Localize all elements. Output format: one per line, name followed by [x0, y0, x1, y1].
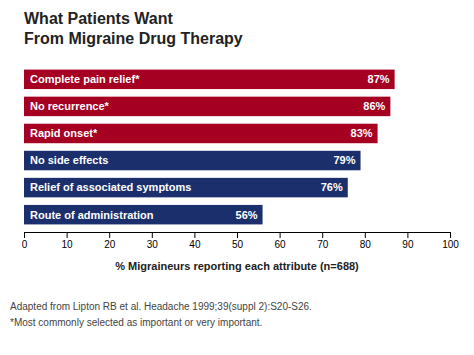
bar	[24, 151, 361, 170]
chart: What Patients Want From Migraine Drug The…	[0, 0, 474, 355]
x-tick-mark	[322, 232, 323, 238]
x-axis-line	[25, 233, 451, 239]
x-tick-label: 60	[275, 239, 287, 250]
x-tick-label: 90	[402, 239, 414, 250]
category-label: Complete pain relief*	[30, 73, 140, 85]
x-tick: 20	[104, 232, 116, 250]
title: What Patients Want	[24, 10, 173, 27]
x-axis-title: % Migraineurs reporting each attribute (…	[115, 260, 359, 272]
x-tick-mark	[67, 232, 68, 238]
data-label: 83%	[351, 127, 373, 139]
x-tick: 60	[275, 232, 287, 250]
category-label: Route of administration	[30, 209, 154, 221]
footnote: Adapted from Lipton RB et al. Headache 1…	[10, 301, 312, 312]
x-tick: 10	[62, 232, 74, 250]
x-tick-mark	[194, 232, 195, 238]
x-tick-label: 70	[317, 239, 329, 250]
x-tick-mark	[280, 232, 281, 238]
x-tick-mark	[450, 232, 451, 238]
category-label: No side effects	[30, 154, 108, 166]
footnote: *Most commonly selected as important or …	[10, 317, 262, 328]
x-tick-label: 100	[442, 239, 459, 250]
x-tick: 100	[442, 232, 459, 250]
category-label: Rapid onset*	[30, 127, 98, 139]
x-tick-label: 10	[62, 239, 74, 250]
subtitle: From Migraine Drug Therapy	[24, 30, 243, 47]
bar	[24, 70, 395, 89]
x-tick-mark	[24, 232, 25, 238]
x-tick: 50	[232, 232, 244, 250]
category-label: No recurrence*	[30, 100, 110, 112]
data-label: 76%	[321, 181, 343, 193]
bars	[24, 70, 395, 225]
category-labels: Complete pain relief* No recurrence* Rapid…	[30, 73, 191, 220]
x-tick-label: 50	[232, 239, 244, 250]
x-axis: 0 10 20 30 40 50 60 70 80 90 100	[22, 232, 460, 250]
x-tick-mark	[407, 232, 408, 238]
bar	[24, 124, 378, 143]
x-tick: 30	[147, 232, 159, 250]
data-label: 86%	[363, 100, 385, 112]
x-tick: 90	[402, 232, 414, 250]
bar	[24, 178, 348, 197]
bar	[24, 205, 263, 224]
x-tick-mark	[152, 232, 153, 238]
footnotes: Adapted from Lipton RB et al. Headache 1…	[10, 301, 312, 328]
x-tick-label: 0	[22, 239, 28, 250]
x-tick-label: 80	[360, 239, 372, 250]
data-label: 87%	[368, 73, 390, 85]
x-tick-mark	[237, 232, 238, 238]
data-labels: 87% 86% 83% 79% 76% 56%	[236, 73, 390, 220]
x-tick: 40	[189, 232, 201, 250]
data-label: 79%	[334, 154, 356, 166]
x-tick-mark	[109, 232, 110, 238]
x-tick-label: 40	[189, 239, 201, 250]
x-tick-label: 30	[147, 239, 159, 250]
x-tick: 0	[22, 232, 28, 250]
x-tick: 70	[317, 232, 329, 250]
x-tick-mark	[365, 232, 366, 238]
data-label: 56%	[236, 209, 258, 221]
bar	[24, 97, 390, 116]
x-tick-label: 20	[104, 239, 116, 250]
x-tick: 80	[360, 232, 372, 250]
category-label: Relief of associated symptoms	[30, 181, 191, 193]
